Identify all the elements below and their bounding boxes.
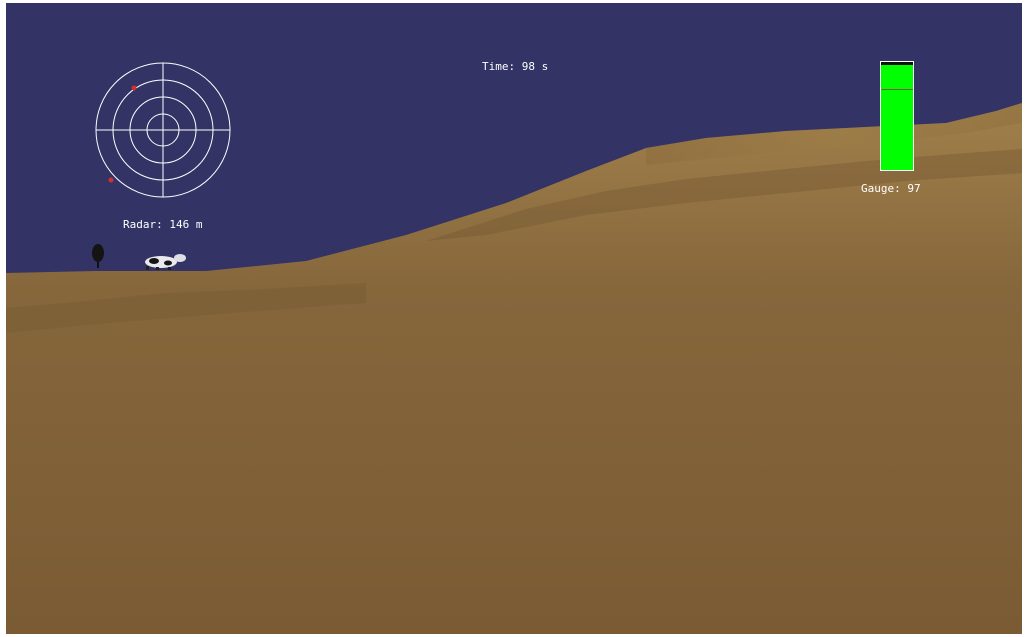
gauge-label: Gauge: 97: [861, 182, 921, 195]
terrain-ridge-light: [646, 103, 1022, 165]
gauge-marker: [881, 89, 913, 91]
terrain-foreground-left: [6, 283, 366, 333]
red-blip: [131, 85, 137, 91]
red-blip: [108, 177, 114, 183]
radar-display: [95, 62, 231, 198]
terrain-shade: [426, 149, 1022, 241]
game-scene: [6, 3, 1022, 634]
game-viewport[interactable]: Radar: 146 m Time: 98 s Gauge: 97: [6, 3, 1022, 634]
gauge-track: [881, 62, 913, 170]
gauge-fill: [881, 65, 913, 170]
time-label: Time: 98 s: [482, 60, 549, 73]
tree: [92, 244, 104, 268]
terrain-hill: [6, 103, 1022, 634]
gauge-bar: [880, 61, 914, 171]
radar-distance-label: Radar: 146 m: [123, 218, 203, 231]
cow: [145, 254, 186, 270]
